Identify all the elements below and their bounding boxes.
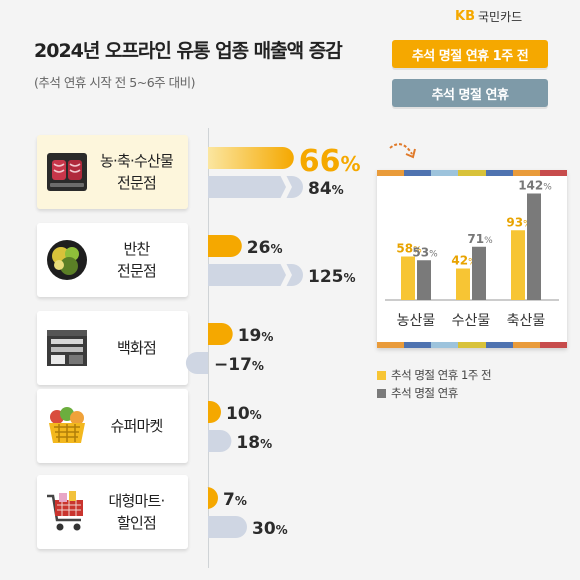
detail-legend-item-holiday: 추석 명절 연휴 xyxy=(377,384,491,402)
category-card-supermarket: 슈퍼마켓 xyxy=(37,389,188,463)
legend-swatch-pre xyxy=(377,370,386,380)
bar-value-label: 84% xyxy=(308,179,344,199)
category-label-supermarket: 슈퍼마켓 xyxy=(89,389,184,463)
grocery-basket-icon xyxy=(45,402,89,450)
bar-value-label: 19% xyxy=(238,326,274,346)
brand-logo: KB 국민카드 xyxy=(455,8,522,25)
bar-pre-holiday xyxy=(208,235,242,257)
detail-bar-holiday xyxy=(417,260,431,300)
detail-category-label: 농산물 xyxy=(397,313,436,329)
category-label-line: 농·축·수산물 xyxy=(100,152,174,170)
category-label-produce: 농·축·수산물 전문점 xyxy=(89,135,184,209)
detail-bar-holiday xyxy=(472,246,486,300)
meat-icon xyxy=(45,148,89,196)
panel-color-stripe-bottom xyxy=(377,342,567,348)
category-card-produce: 농·축·수산물 전문점 xyxy=(37,135,188,209)
brand-name: 국민카드 xyxy=(477,10,523,24)
detail-category-label: 수산물 xyxy=(452,313,491,329)
category-label-line: 전문점 xyxy=(116,174,157,192)
detail-bar-pre-holiday xyxy=(401,256,415,300)
detail-legend: 추석 명절 연휴 1주 전 추석 명절 연휴 xyxy=(377,366,492,402)
bar-pre-holiday xyxy=(207,487,218,509)
detail-legend-item-pre: 추석 명절 연휴 1주 전 xyxy=(377,366,492,384)
category-card-side-dish: 반찬 전문점 xyxy=(37,223,188,297)
detail-category-label: 축산물 xyxy=(507,313,546,329)
curved-arrow-icon xyxy=(389,143,416,159)
detail-bar-pre-holiday xyxy=(456,268,470,300)
page-subtitle: (추석 연휴 시작 전 5~6주 대비) xyxy=(34,75,196,90)
axis-break-mark xyxy=(280,175,292,199)
category-label-department-store: 백화점 xyxy=(89,311,184,385)
detail-legend-label-holiday: 추석 명절 연휴 xyxy=(391,386,458,400)
panel-color-stripe xyxy=(377,170,567,176)
bar-pre-holiday xyxy=(208,147,294,169)
category-label-hypermarket: 대형마트· 할인점 xyxy=(89,475,184,549)
bar-pre-holiday xyxy=(208,323,233,345)
shopping-cart-icon xyxy=(45,488,89,536)
bar-value-label: 26% xyxy=(247,238,283,258)
bar-holiday xyxy=(208,263,303,287)
bar-holiday xyxy=(208,430,232,452)
axis-break-mark xyxy=(280,263,292,287)
category-label-line: 할인점 xyxy=(116,514,157,532)
side-dish-icon xyxy=(45,236,89,284)
category-label-line: 전문점 xyxy=(116,262,157,280)
bar-value-label: 7% xyxy=(223,490,247,510)
kb-logo-mark: KB xyxy=(455,9,475,24)
bar-value-label: −17% xyxy=(214,355,264,375)
bar-pre-holiday xyxy=(208,401,221,423)
category-label-line: 백화점 xyxy=(116,339,157,357)
detail-bar-value: 58% xyxy=(396,242,422,256)
bar-value-label: 66% xyxy=(299,144,361,179)
bar-value-label: 10% xyxy=(226,404,262,424)
page-title: 2024년 오프라인 유통 업종 매출액 증감 xyxy=(34,40,343,62)
category-label-line: 슈퍼마켓 xyxy=(110,417,163,435)
department-store-icon xyxy=(45,324,89,372)
detail-bar-value: 53% xyxy=(412,245,438,259)
legend-holiday: 추석 명절 연휴 xyxy=(392,79,548,107)
detail-bar-value: 71% xyxy=(467,232,493,246)
bar-value-label: 125% xyxy=(308,267,356,287)
bar-holiday xyxy=(185,352,208,374)
category-label-line: 반찬 xyxy=(123,240,150,258)
bar-holiday xyxy=(208,516,247,538)
category-label-side-dish: 반찬 전문점 xyxy=(89,223,184,297)
detail-bar-value: 142% xyxy=(518,179,552,193)
bar-value-label: 18% xyxy=(236,433,272,453)
bar-holiday xyxy=(208,175,303,199)
detail-bar-holiday xyxy=(527,193,541,300)
legend-pre-holiday: 추석 명절 연휴 1주 전 xyxy=(392,40,548,68)
detail-bar-pre-holiday xyxy=(511,230,525,300)
category-label-line: 대형마트· xyxy=(108,492,166,510)
axis-divider xyxy=(208,128,209,568)
category-card-hypermarket: 대형마트· 할인점 xyxy=(37,475,188,549)
detail-legend-label-pre: 추석 명절 연휴 1주 전 xyxy=(391,368,492,382)
legend-swatch-holiday xyxy=(377,388,386,398)
bar-value-label: 30% xyxy=(252,519,288,539)
category-card-department-store: 백화점 xyxy=(37,311,188,385)
